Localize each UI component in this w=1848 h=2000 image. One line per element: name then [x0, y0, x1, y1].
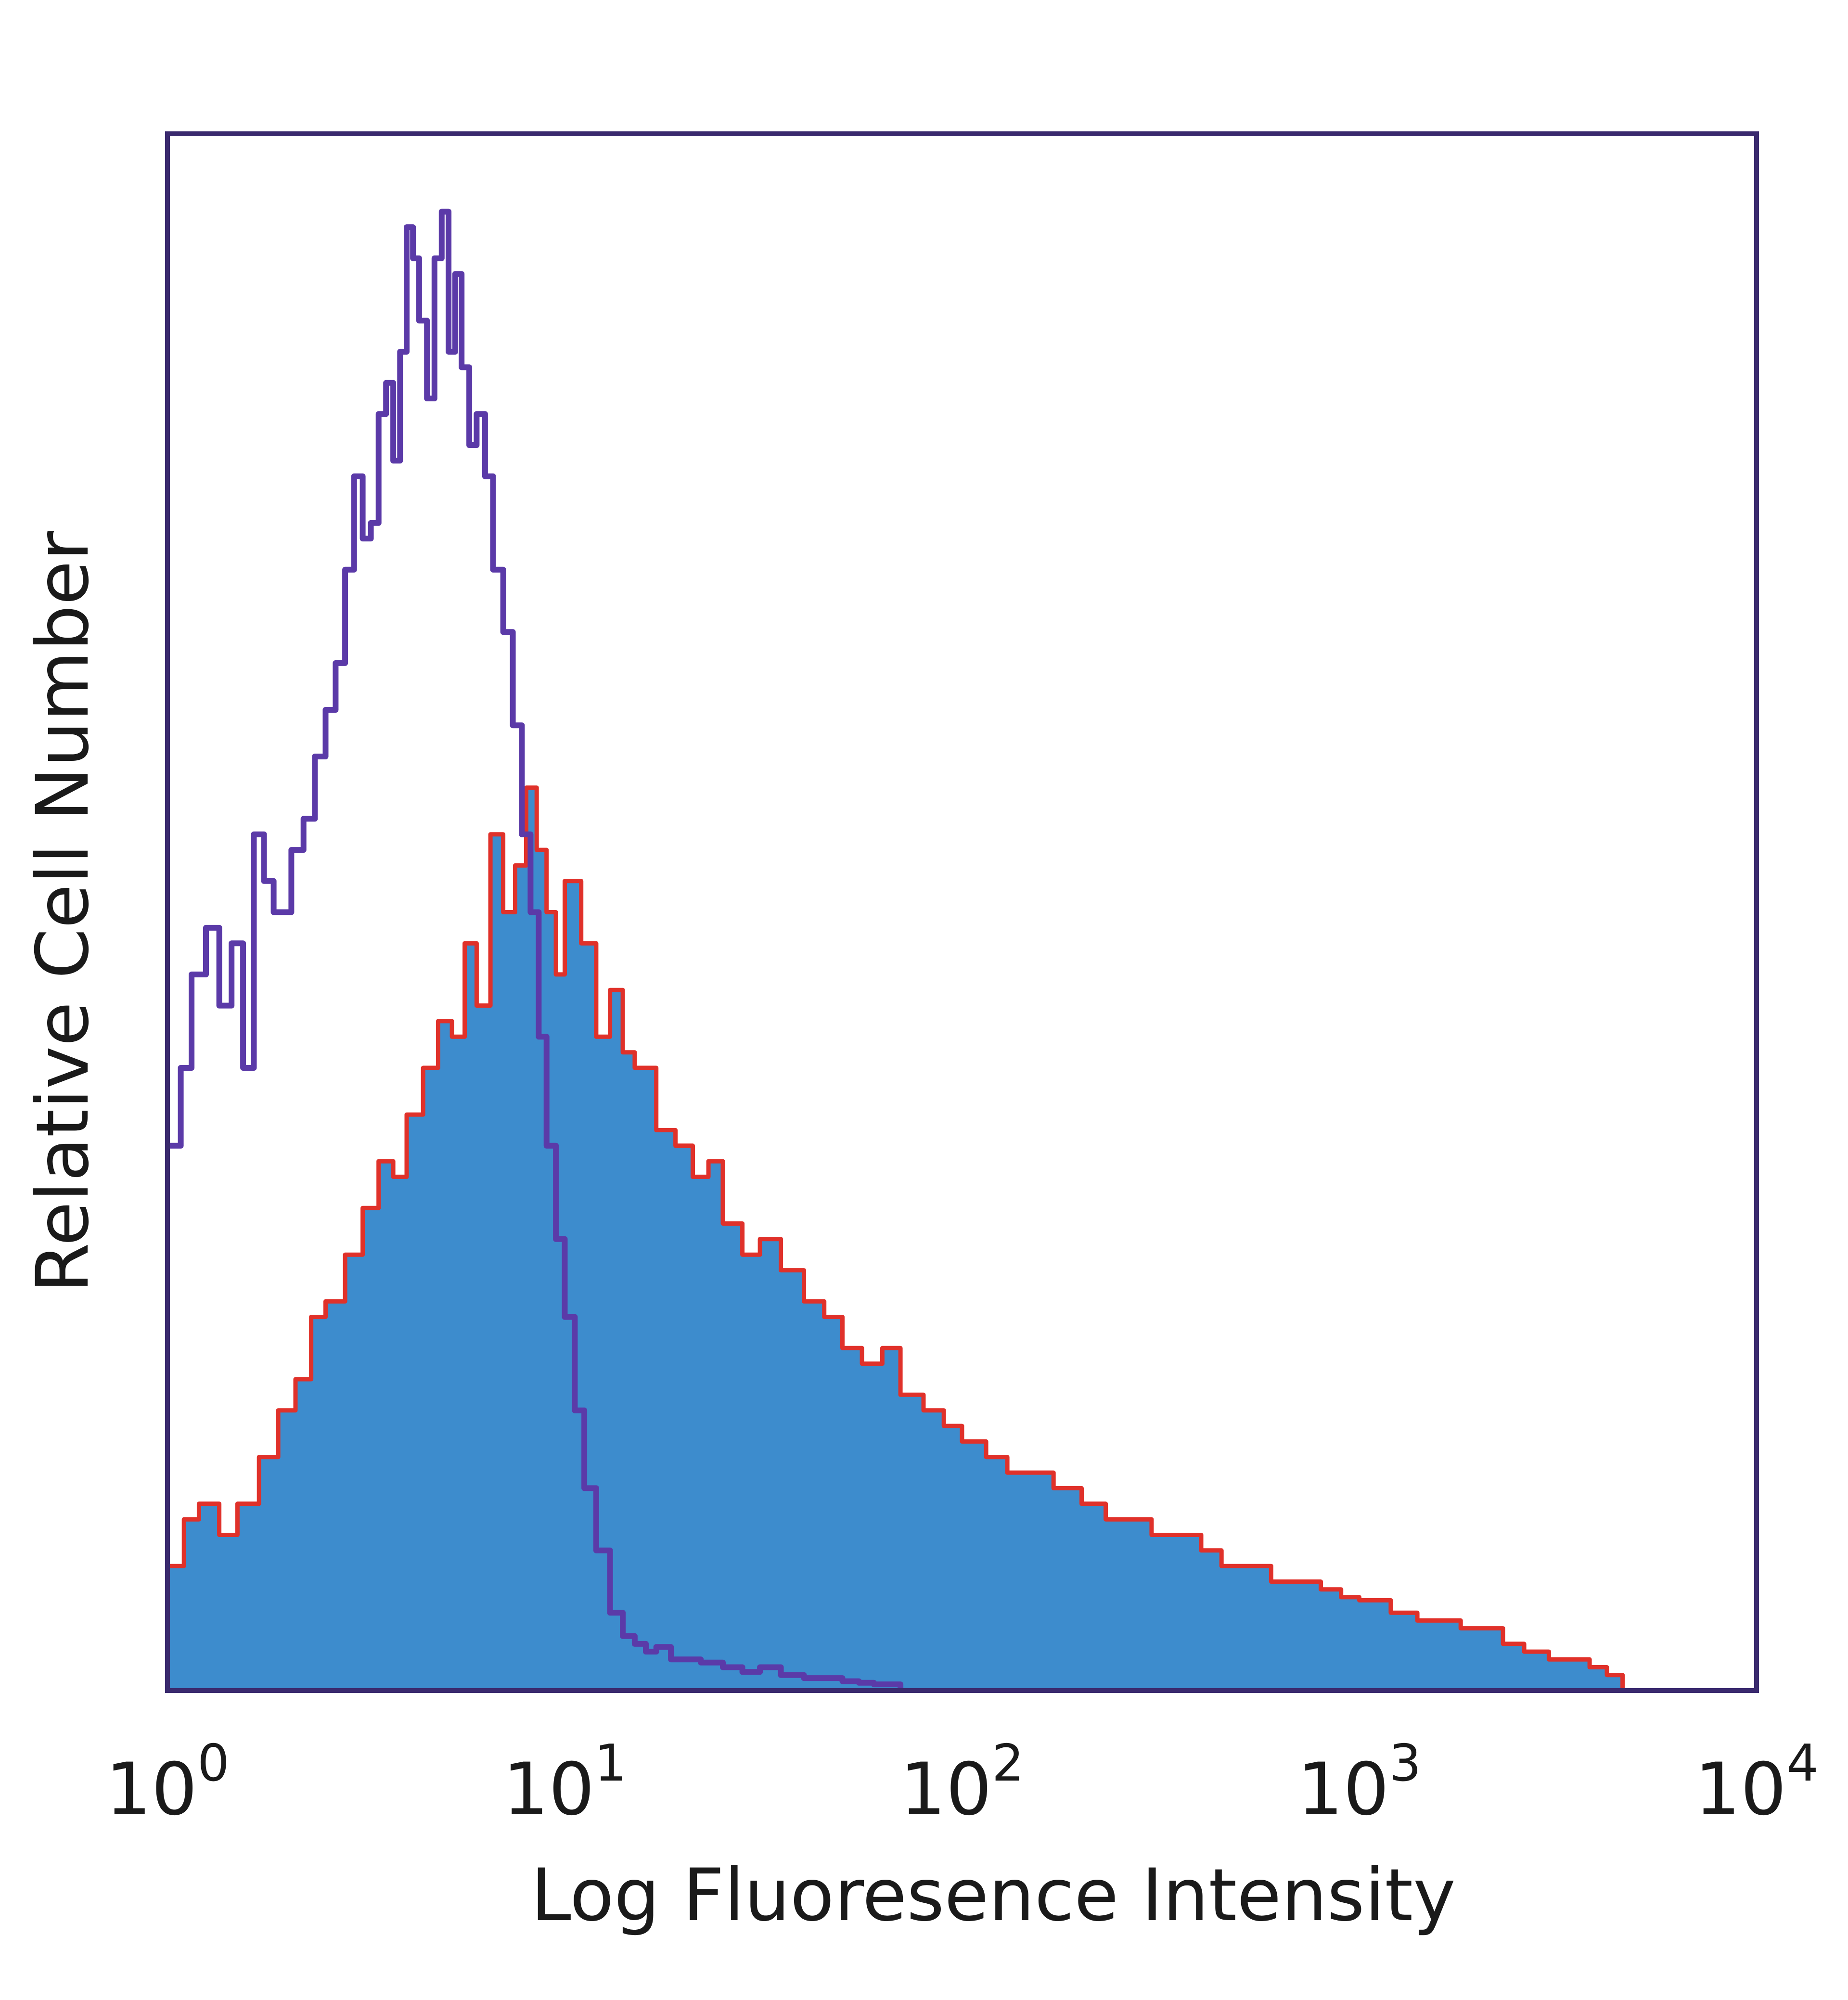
x-tick-label: 100: [105, 1734, 230, 1832]
x-tick-label: 101: [503, 1734, 627, 1832]
x-tick-exponent: 3: [1389, 1734, 1422, 1793]
x-tick-base: 10: [1694, 1748, 1786, 1832]
y-axis-title: Relative Cell Number: [21, 531, 105, 1293]
series-layer: [167, 208, 1625, 1691]
x-tick-label: 104: [1694, 1734, 1819, 1832]
series-0-line: [167, 785, 1625, 1691]
x-tick-exponent: 2: [992, 1734, 1024, 1793]
x-tick-label: 102: [900, 1734, 1024, 1832]
series-0-area: [167, 787, 1623, 1691]
series-1-line: [167, 208, 904, 1691]
x-tick-label: 103: [1297, 1734, 1422, 1832]
plot-frame: [165, 131, 1759, 1693]
x-tick-labels: 100 101 102 103 104: [105, 1734, 1819, 1832]
x-tick-base: 10: [1297, 1748, 1389, 1832]
x-tick-exponent: 1: [595, 1734, 627, 1793]
x-tick-base: 10: [105, 1748, 197, 1832]
x-tick-exponent: 0: [197, 1734, 230, 1793]
x-tick-base: 10: [900, 1748, 992, 1832]
x-axis-title: Log Fluoresence Intensity: [531, 1854, 1456, 1937]
x-tick-exponent: 4: [1786, 1734, 1819, 1793]
x-tick-base: 10: [503, 1748, 595, 1832]
